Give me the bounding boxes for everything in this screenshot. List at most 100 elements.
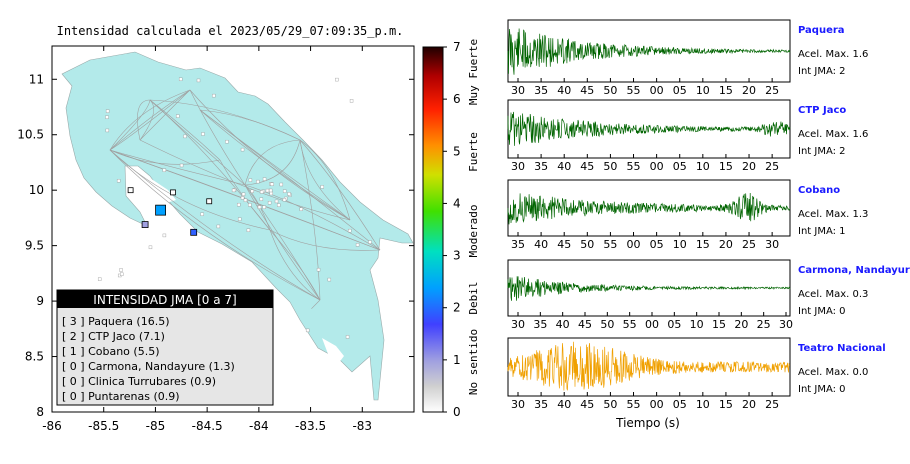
seismogram-tick-label: 35: [534, 84, 548, 97]
legend-header-bar: [57, 290, 273, 308]
town-marker: [237, 217, 242, 221]
seismogram-tick-label: 45: [580, 398, 594, 411]
town-marker: [212, 93, 216, 98]
seismogram-tick-label: 00: [650, 160, 664, 173]
y-tick-label: 10: [29, 183, 44, 197]
road-line: [244, 184, 321, 301]
station-accel: Acel. Max. 1.6: [798, 49, 868, 60]
seismogram-tick-label: 40: [557, 398, 571, 411]
station-name: Carmona, Nandayure: [798, 265, 910, 276]
map-x-axis: -86 -85.5 -85 -84.5 -84 -83.5 -83: [42, 46, 372, 433]
colorbar-tick-label: 3: [453, 249, 461, 263]
road-line: [109, 89, 191, 151]
y-tick-label: 11: [29, 72, 44, 86]
road-line: [109, 149, 221, 165]
seismogram-tick-label: 10: [696, 160, 710, 173]
town-marker: [176, 114, 180, 118]
seismogram-tick-label: 55: [623, 318, 637, 331]
seismogram-tick-label: 00: [650, 84, 664, 97]
seismogram-tick-label: 30: [511, 84, 525, 97]
station-jma: Int JMA: 2: [798, 66, 846, 77]
town-marker: [201, 132, 205, 136]
seismogram-tick-label: 05: [667, 318, 681, 331]
town-marker: [97, 277, 102, 281]
seismogram-tick-label: 30: [779, 318, 793, 331]
town-marker: [282, 198, 287, 202]
seismogram-panel: 30 35 40 45 50 55 00 05 10 15 20 25 30 Carmona, Nanda…: [507, 259, 910, 331]
town-marker: [105, 128, 110, 133]
road-line: [199, 109, 351, 221]
legend-box: [56, 289, 274, 406]
station-jma: Int JMA: 2: [798, 146, 846, 157]
seismogram-tick-label: 20: [719, 238, 733, 251]
waveform-trace: [507, 28, 791, 75]
seismogram-panel: 30 35 40 45 50 55 00 05 10 15 20 25 Paquera Acel. Max…: [507, 19, 868, 97]
station-marker: [190, 228, 198, 236]
road-line: [299, 139, 351, 221]
seismogram-tick-label: 50: [600, 318, 614, 331]
road-line: [137, 99, 151, 141]
seismogram-tick-label: 50: [603, 398, 617, 411]
seismogram-tick-label: 30: [511, 398, 525, 411]
station-name: Cobano: [798, 185, 840, 196]
seismogram-tick-label: 05: [673, 160, 687, 173]
colorbar-tick-label: 7: [453, 40, 461, 54]
road-line: [139, 99, 154, 141]
seismogram-tick-label: 45: [580, 84, 594, 97]
road-line: [109, 149, 246, 186]
seismogram-tick-label: 35: [534, 160, 548, 173]
seismogram-tick-label: 25: [765, 160, 779, 173]
seismogram-tick-label: 15: [719, 398, 733, 411]
waveform-trace: [507, 192, 791, 225]
town-markers: [97, 77, 372, 344]
road-line: [269, 229, 321, 301]
seismogram-tick-label: 50: [603, 160, 617, 173]
town-marker: [119, 268, 123, 272]
waveform-trace: [507, 341, 791, 391]
seismogram-tick-label: 00: [650, 398, 664, 411]
road-line: [244, 184, 321, 301]
town-marker: [259, 190, 264, 194]
town-marker: [225, 139, 229, 144]
station-name: Teatro Nacional: [798, 343, 886, 354]
station-accel: Acel. Max. 1.3: [798, 209, 868, 220]
station-markers: [127, 187, 213, 236]
intensity-legend: INTENSIDAD JMA [0 a 7] [ 3 ] Paquera (16…: [56, 289, 274, 406]
seismogram-panel: 30 35 40 45 50 55 00 05 10 15 20 25 Teatro Nacional A…: [507, 337, 886, 411]
colorbar-ticks: 0 1 2 3 4 5 6 7: [443, 40, 461, 419]
seismogram-panels: 30 35 40 45 50 55 00 05 10 15 20 25 Paquera Acel. Max…: [507, 19, 910, 411]
x-tick-label: -84.5: [192, 419, 223, 433]
waveform-trace: [507, 276, 791, 301]
road-line: [109, 99, 151, 151]
town-marker: [250, 189, 254, 193]
y-tick-label: 9.5: [25, 239, 44, 253]
road-line: [139, 89, 191, 141]
seismogram-tick-label: 15: [719, 84, 733, 97]
colorbar-tick-label: 1: [453, 353, 461, 367]
town-marker: [200, 212, 204, 216]
road-line: [149, 99, 301, 141]
costa-rica-landmass: [61, 51, 414, 401]
town-marker: [269, 191, 273, 196]
colorbar-tick-label: 6: [453, 92, 461, 106]
legend-item: [ 2 ] CTP Jaco (7.1): [62, 330, 165, 343]
seismogram-tick-label: 05: [650, 238, 664, 251]
x-tick-label: -86: [42, 419, 62, 433]
town-marker: [120, 272, 124, 276]
seismogram-tick-label: 25: [742, 238, 756, 251]
road-line: [139, 139, 351, 221]
seismogram-tick-label: 15: [712, 318, 726, 331]
intensity-colorbar: [422, 46, 444, 413]
seismogram-tick-label: 05: [673, 84, 687, 97]
legend-item: [ 1 ] Cobano (5.5): [62, 345, 159, 358]
town-marker: [274, 199, 279, 204]
road-line: [244, 139, 301, 186]
town-marker: [335, 77, 339, 82]
colorbar-tick-label: 0: [453, 405, 461, 419]
town-marker: [320, 185, 324, 189]
golfo-dulce: [322, 338, 344, 364]
map-y-axis: 11 10.5 10 9.5 9 8.5 8: [17, 72, 414, 419]
town-marker: [240, 196, 245, 200]
y-tick-label: 8.5: [25, 350, 44, 364]
